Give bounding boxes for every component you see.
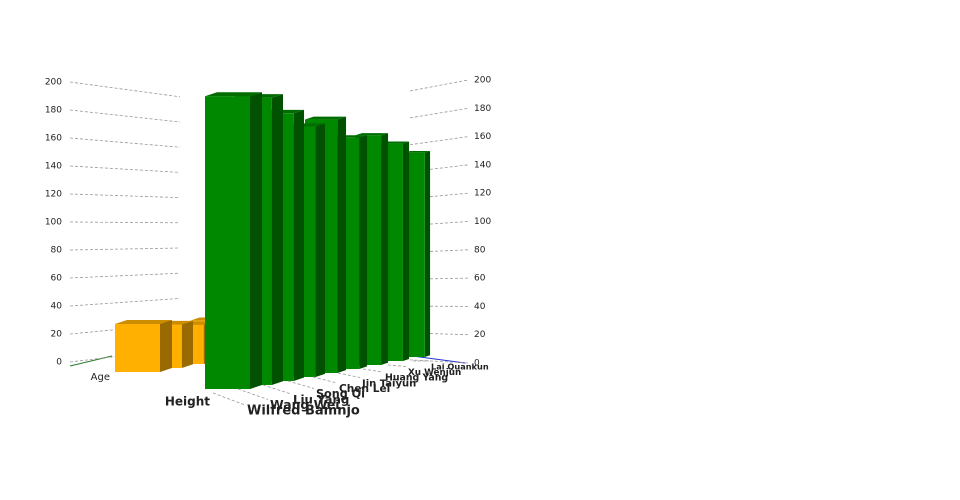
grid-line bbox=[312, 376, 338, 384]
bar-side bbox=[359, 135, 368, 369]
x-tick-label: Chen Lei bbox=[339, 383, 390, 395]
y-tick-label: 0 bbox=[474, 359, 480, 369]
bar-side bbox=[271, 94, 284, 385]
grid-line bbox=[69, 193, 181, 198]
grid-line bbox=[409, 136, 469, 146]
y-tick-label: 120 bbox=[45, 190, 62, 200]
y-tick-label: 20 bbox=[474, 330, 486, 340]
y-tick-label: 140 bbox=[45, 162, 62, 172]
y-tick-label: 80 bbox=[474, 245, 486, 255]
x-tick-label: Liu Yang bbox=[293, 393, 349, 407]
bar bbox=[205, 96, 250, 389]
bar-top bbox=[305, 116, 347, 120]
grid-line bbox=[262, 384, 292, 395]
y-tick-label: 100 bbox=[474, 217, 491, 227]
bar-top bbox=[115, 320, 172, 324]
y-tick-label: 40 bbox=[474, 302, 486, 312]
grid-line bbox=[69, 221, 181, 224]
bar bbox=[115, 324, 160, 372]
grid-line bbox=[337, 372, 361, 378]
bar-top bbox=[355, 133, 389, 136]
bar-side bbox=[402, 141, 410, 361]
y-tick-label: 200 bbox=[45, 78, 62, 88]
y-tick-label: 20 bbox=[51, 330, 63, 340]
grid-line bbox=[212, 392, 246, 406]
bar-side bbox=[424, 150, 431, 357]
grid-line bbox=[387, 364, 407, 367]
y-tick-label: 160 bbox=[45, 134, 62, 144]
x-tick-label: Xu Wenjun bbox=[408, 368, 461, 378]
bar-side bbox=[250, 92, 262, 389]
grid-line bbox=[69, 298, 181, 307]
bar-side bbox=[381, 133, 389, 365]
y-tick-label: 80 bbox=[51, 246, 63, 256]
grid-line bbox=[69, 137, 181, 148]
grid-line bbox=[69, 81, 181, 98]
grid-line bbox=[237, 388, 269, 400]
series-label: Height bbox=[165, 395, 210, 409]
y-tick-label: 140 bbox=[474, 160, 491, 170]
x-tick-label: Wilfred Bamnjo bbox=[247, 404, 360, 419]
y-tick-label: 100 bbox=[45, 218, 62, 228]
x-tick-label: Huang Yang bbox=[385, 373, 448, 384]
y-tick-label: 0 bbox=[56, 358, 62, 368]
bar-side bbox=[337, 116, 347, 374]
grid-line bbox=[287, 380, 315, 389]
bar-top bbox=[205, 92, 262, 97]
y-tick-label: 40 bbox=[51, 302, 63, 312]
y-tick-label: 180 bbox=[474, 104, 491, 114]
y-tick-label: 160 bbox=[474, 132, 491, 142]
grid-line bbox=[409, 107, 469, 119]
grid-line bbox=[69, 272, 181, 279]
y-tick-label: 200 bbox=[474, 76, 491, 86]
y-tick-label: 60 bbox=[51, 274, 63, 284]
grid-line bbox=[69, 109, 181, 123]
x-tick-label: Wang Wei bbox=[270, 397, 339, 412]
series-label: Age bbox=[91, 372, 110, 383]
x-tick-label: Lai Quankun bbox=[431, 362, 489, 372]
x-tick-label: Jin Taiyun bbox=[361, 379, 416, 390]
bar-side bbox=[315, 123, 326, 378]
grid-line bbox=[409, 79, 469, 92]
y-tick-label: 60 bbox=[474, 274, 486, 284]
y-tick-label: 120 bbox=[474, 189, 491, 199]
bar bbox=[405, 152, 425, 357]
grid-line bbox=[69, 247, 181, 251]
bar-top bbox=[405, 150, 431, 153]
bar-side bbox=[293, 109, 305, 382]
x-tick-label: Song Qi bbox=[316, 388, 365, 401]
bar-side bbox=[181, 320, 194, 368]
y-tick-label: 180 bbox=[45, 106, 62, 116]
grid-line bbox=[69, 165, 181, 173]
grid-line bbox=[362, 368, 384, 373]
bar-side bbox=[160, 320, 172, 372]
